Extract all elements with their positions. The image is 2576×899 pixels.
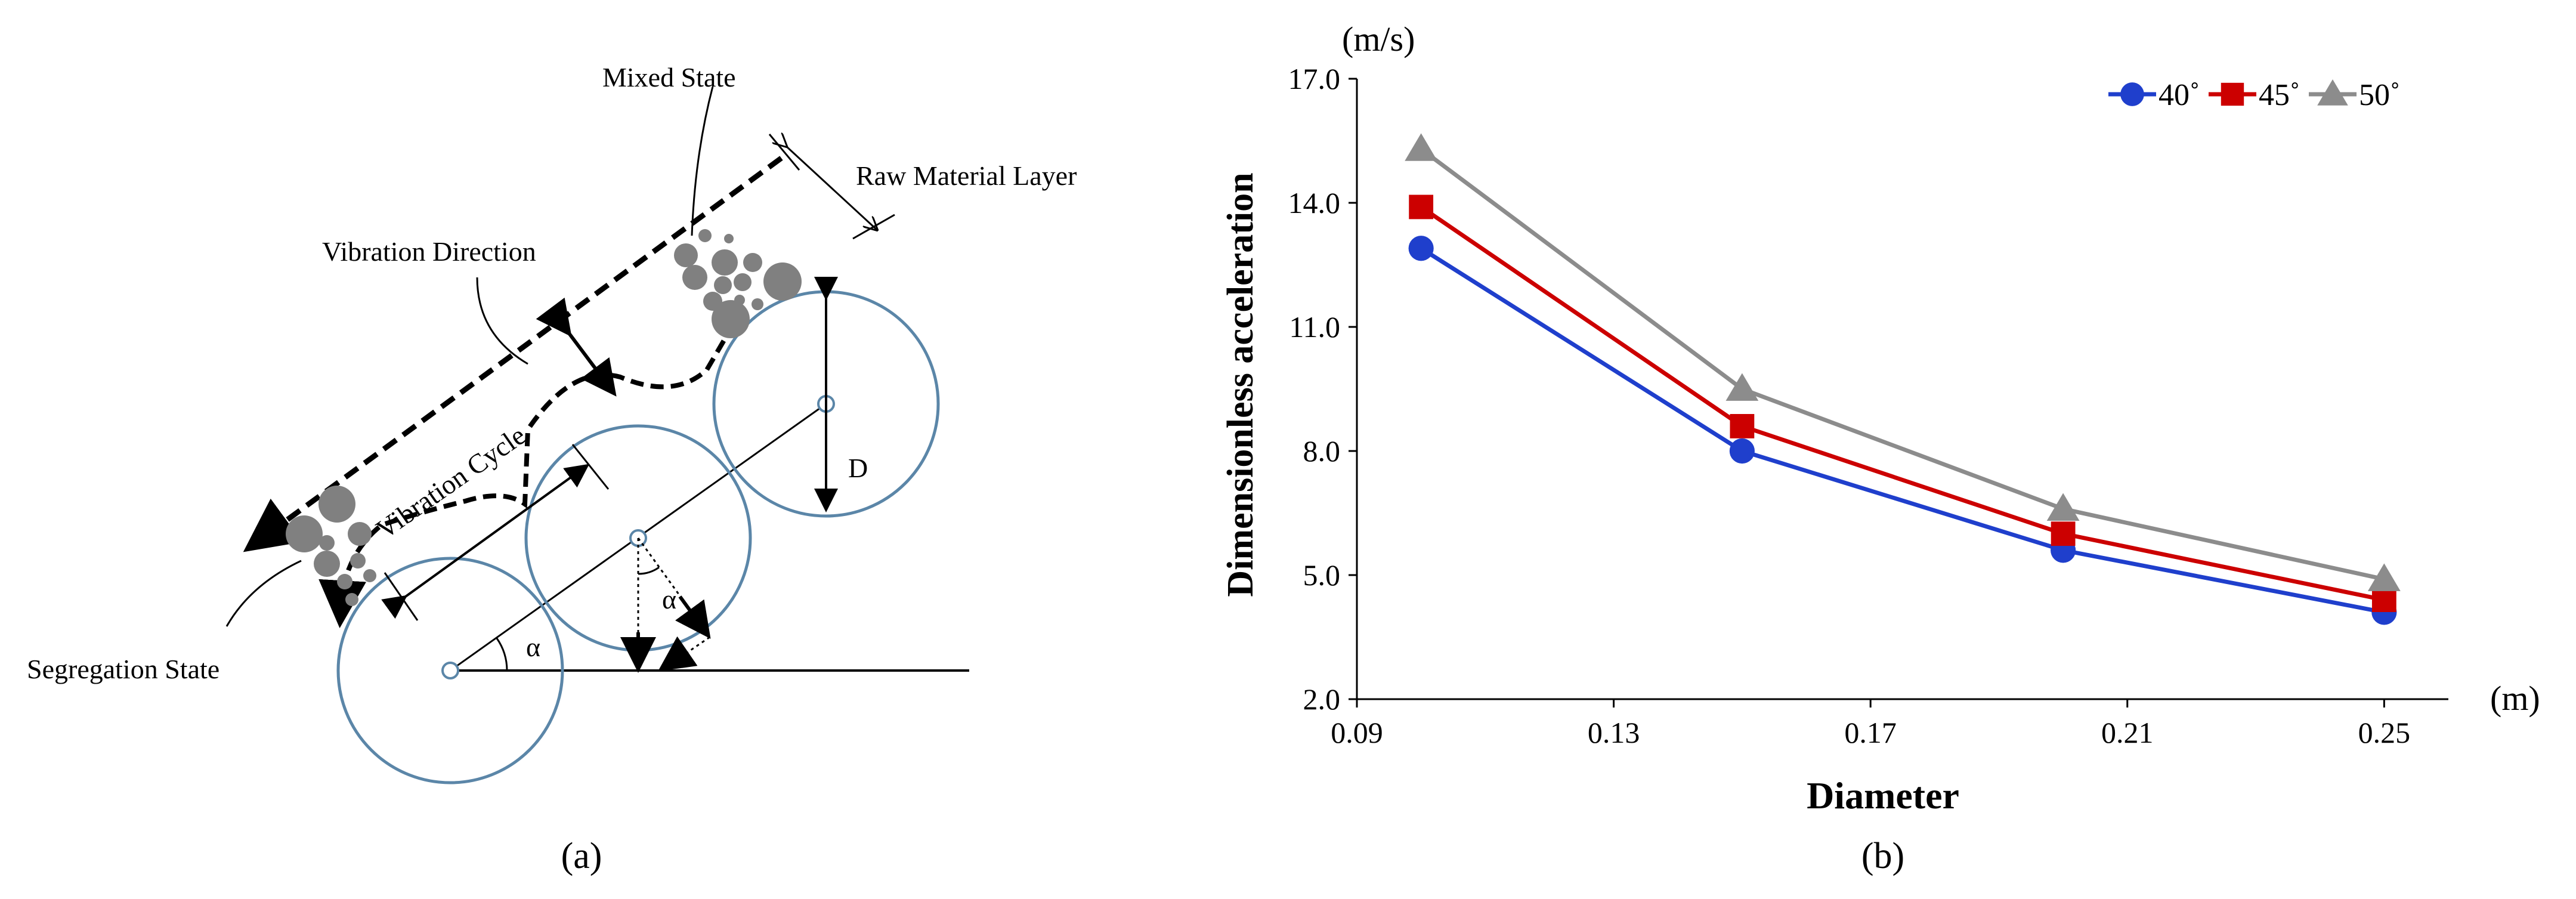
series-0 xyxy=(1408,236,2397,625)
legend-marker xyxy=(2221,82,2244,106)
vibration-path-end xyxy=(318,579,367,628)
data-point xyxy=(1405,133,1438,161)
cycle-dim xyxy=(381,464,590,619)
alpha-label-1: α xyxy=(526,632,540,662)
angle-arc-1 xyxy=(496,638,508,671)
series-1 xyxy=(1409,194,2396,612)
chart-legend: 40˚ 45˚ 50˚ xyxy=(2108,78,2400,112)
legend-item: 45˚ xyxy=(2209,78,2300,112)
legend-label: 50˚ xyxy=(2359,78,2400,112)
segregation-particles xyxy=(286,486,376,606)
vibration-direction-label: Vibration Direction xyxy=(322,236,536,267)
diameter-label: D xyxy=(848,453,868,483)
series-line xyxy=(1420,205,2385,603)
legend-marker xyxy=(2317,79,2348,106)
legend-label: 45˚ xyxy=(2259,78,2300,112)
data-point xyxy=(2371,588,2396,612)
data-point xyxy=(1409,194,1434,220)
panel-b-chart: 2.0 5.0 8.0 11.0 14.0 17.0 0.09 0.13 0.17 0.21 0.2… xyxy=(1220,20,2540,876)
y-tick-label: 5.0 xyxy=(1303,558,1341,592)
normal-dotted-line xyxy=(637,537,711,638)
x-axis-title: Diameter xyxy=(1807,774,1959,817)
series-2 xyxy=(1405,133,2401,591)
panel-a-caption: (a) xyxy=(561,836,602,876)
raw-material-layer-label: Raw Material Layer xyxy=(856,160,1077,191)
cycle-ext-1 xyxy=(384,572,419,621)
chart-ticks: 2.0 5.0 8.0 11.0 14.0 17.0 0.09 0.13 0.17 0.21 0.2… xyxy=(1288,62,2411,749)
data-point xyxy=(2046,493,2080,521)
legend-label: 40˚ xyxy=(2158,78,2200,112)
roller-center-bottom xyxy=(441,662,459,679)
y-tick-label: 14.0 xyxy=(1288,186,1341,220)
cycle-ext-2 xyxy=(571,444,610,490)
legend-item: 50˚ xyxy=(2309,78,2400,112)
x-tick-label: 0.13 xyxy=(1588,716,1640,749)
y-tick-label: 8.0 xyxy=(1303,434,1341,468)
y-tick-label: 11.0 xyxy=(1289,310,1340,344)
chart-axes xyxy=(1356,79,2448,700)
data-point xyxy=(1725,373,1759,401)
x-tick-label: 0.09 xyxy=(1331,716,1383,749)
panel-b-caption: (b) xyxy=(1861,836,1904,876)
vibration-direction-arrow xyxy=(536,297,617,397)
chart-series xyxy=(1405,133,2401,625)
angle-arc-2 xyxy=(638,566,660,575)
mixed-state-label: Mixed State xyxy=(602,62,736,92)
tangent-arrow xyxy=(658,636,698,672)
data-point xyxy=(1730,414,1755,438)
x-tick-label: 0.25 xyxy=(2358,716,2411,749)
mixed-particles xyxy=(674,229,802,338)
y-tick-label: 2.0 xyxy=(1303,682,1341,716)
mixed-leader xyxy=(691,86,714,236)
x-tick-label: 0.21 xyxy=(2101,716,2154,749)
segregation-leader xyxy=(225,560,302,627)
data-point xyxy=(1729,438,1755,464)
data-point xyxy=(1408,236,1434,261)
raw-layer-dim xyxy=(786,146,877,230)
legend-marker xyxy=(2120,82,2144,106)
series-line xyxy=(1420,147,2385,582)
alpha-label-2: α xyxy=(662,584,676,614)
panel-a-diagram: D α α xyxy=(27,62,1077,876)
x-tick-label: 0.17 xyxy=(1844,716,1897,749)
series-line xyxy=(1420,246,2385,614)
legend-item: 40˚ xyxy=(2108,78,2200,112)
y-axis-title: Dimensionless acceleration xyxy=(1220,172,1261,597)
data-point xyxy=(2367,563,2401,591)
x-unit-label: (m) xyxy=(2490,679,2540,718)
data-point xyxy=(2051,521,2076,546)
y-tick-label: 17.0 xyxy=(1288,62,1341,95)
normal-arrow xyxy=(675,595,711,639)
vibration-direction-leader xyxy=(476,277,528,365)
segregation-state-label: Segregation State xyxy=(27,654,219,684)
y-unit-label: (m/s) xyxy=(1342,20,1415,58)
